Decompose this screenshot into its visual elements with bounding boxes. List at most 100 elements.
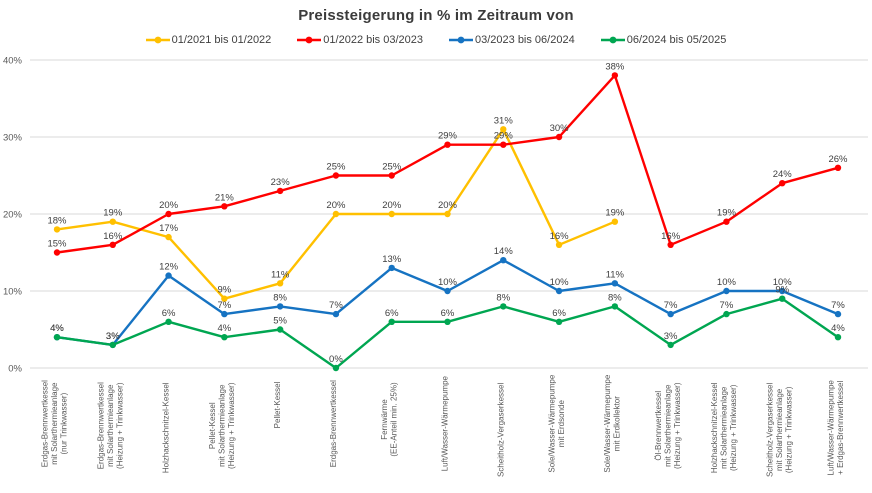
x-axis-category-label: Sole/Wasser-Wärmepumpe xyxy=(547,374,556,473)
data-point-label: 15% xyxy=(47,239,67,250)
data-point[interactable] xyxy=(500,126,507,133)
data-point[interactable] xyxy=(667,241,674,248)
data-point-label: 7% xyxy=(664,300,678,311)
data-point[interactable] xyxy=(165,318,172,325)
data-point-label: 8% xyxy=(608,292,622,303)
x-axis-category-label: Pellet-Kessel xyxy=(273,381,282,428)
y-axis-tick-label: 30% xyxy=(3,133,23,144)
data-point[interactable] xyxy=(555,241,563,248)
x-axis-category-label: Luft/Wasser-Wärmepumpe xyxy=(826,380,835,476)
data-point[interactable] xyxy=(221,203,228,210)
data-point-label: 29% xyxy=(438,131,458,142)
data-point[interactable] xyxy=(779,295,786,302)
legend-item[interactable]: 01/2021 bis 01/2022 xyxy=(145,34,272,46)
data-point[interactable] xyxy=(500,303,507,310)
data-point[interactable] xyxy=(555,287,563,295)
legend-item[interactable]: 06/2024 bis 05/2025 xyxy=(600,34,727,46)
x-axis-category-label: mit Solarthermieanlage xyxy=(719,386,728,469)
x-axis-category-label: Scheitholz-Vergaserkessel xyxy=(766,383,775,477)
data-point[interactable] xyxy=(165,233,172,241)
data-point[interactable] xyxy=(276,280,284,287)
data-point-label: 10% xyxy=(717,277,737,288)
data-point[interactable] xyxy=(332,172,340,179)
data-point[interactable] xyxy=(332,364,340,372)
data-point-label: 7% xyxy=(720,300,734,311)
x-axis-category-label: (EE-Anteil min. 25%) xyxy=(389,382,398,457)
data-point-label: 20% xyxy=(438,200,458,211)
data-point[interactable] xyxy=(276,326,284,333)
data-point-label: 25% xyxy=(382,162,402,173)
data-point[interactable] xyxy=(53,334,61,341)
data-point[interactable] xyxy=(611,218,619,225)
data-point[interactable] xyxy=(332,310,340,318)
data-point-label: 10% xyxy=(773,277,793,288)
data-point[interactable] xyxy=(53,249,61,256)
x-axis-category-label: Luft/Wasser-Wärmepumpe xyxy=(441,375,450,471)
data-point[interactable] xyxy=(611,280,619,287)
data-point[interactable] xyxy=(723,310,730,318)
chart-legend: 01/2021 bis 01/2022 01/2022 bis 03/2023 03… xyxy=(0,34,872,46)
data-point[interactable] xyxy=(834,310,842,318)
data-point[interactable] xyxy=(611,72,619,79)
data-point-label: 7% xyxy=(329,300,343,311)
data-point-label: 10% xyxy=(438,277,458,288)
data-point[interactable] xyxy=(500,257,507,264)
data-point[interactable] xyxy=(388,210,395,218)
data-point[interactable] xyxy=(444,287,451,295)
data-point[interactable] xyxy=(109,241,116,248)
data-point[interactable] xyxy=(221,295,228,302)
data-point[interactable] xyxy=(388,172,395,179)
data-point-label: 8% xyxy=(273,292,287,303)
data-point[interactable] xyxy=(555,133,563,141)
data-point[interactable] xyxy=(388,318,395,325)
data-point-label: 3% xyxy=(106,331,120,342)
data-point[interactable] xyxy=(332,210,340,218)
data-point[interactable] xyxy=(667,310,674,318)
legend-label: 01/2021 bis 01/2022 xyxy=(171,34,272,46)
x-axis-category-label: mit Solarthermieanlage xyxy=(775,388,784,471)
data-point-label: 30% xyxy=(550,123,570,134)
data-point[interactable] xyxy=(444,318,451,325)
data-point[interactable] xyxy=(500,141,507,148)
data-point[interactable] xyxy=(611,303,619,310)
data-point[interactable] xyxy=(444,141,451,148)
y-axis-tick-label: 0% xyxy=(8,364,22,375)
data-point[interactable] xyxy=(109,341,116,349)
data-point-label: 20% xyxy=(326,200,346,211)
data-point[interactable] xyxy=(779,180,786,187)
data-point-label: 9% xyxy=(217,285,231,296)
data-point[interactable] xyxy=(444,210,451,218)
legend-item[interactable]: 01/2022 bis 03/2023 xyxy=(297,34,423,46)
x-axis-category-label: Scheitholz-Vergaserkessel xyxy=(496,383,505,477)
x-axis-category-label: mit Solarthermieanlage xyxy=(217,384,226,467)
data-point-label: 12% xyxy=(159,262,179,273)
data-point[interactable] xyxy=(276,187,284,195)
data-point[interactable] xyxy=(165,272,172,279)
data-point[interactable] xyxy=(667,341,674,349)
x-axis-category-label: Pellet-Kessel xyxy=(208,402,217,449)
data-point[interactable] xyxy=(276,303,284,310)
legend-item[interactable]: 03/2023 bis 06/2024 xyxy=(449,34,575,46)
data-point-label: 16% xyxy=(103,231,123,242)
data-point-label: 19% xyxy=(605,208,625,219)
data-point[interactable] xyxy=(388,264,395,272)
data-point[interactable] xyxy=(834,164,842,171)
data-point[interactable] xyxy=(834,334,842,341)
data-point[interactable] xyxy=(723,287,730,295)
legend-label: 06/2024 bis 05/2025 xyxy=(626,34,727,46)
data-point[interactable] xyxy=(779,287,786,295)
x-axis-category-label: Erdgas-Brennwertkessel xyxy=(96,382,105,469)
data-point-label: 38% xyxy=(605,61,625,72)
data-point-label: 19% xyxy=(717,208,737,219)
data-point[interactable] xyxy=(109,218,116,225)
data-point[interactable] xyxy=(555,318,563,325)
data-point-label: 31% xyxy=(494,115,514,126)
chart-title: Preissteigerung in % im Zeitraum von xyxy=(298,7,574,24)
data-point[interactable] xyxy=(221,310,228,318)
data-point[interactable] xyxy=(165,210,172,218)
data-point[interactable] xyxy=(723,218,730,225)
data-point[interactable] xyxy=(53,226,61,233)
x-axis-category-label: (Heizung + Trinkwasser) xyxy=(785,386,794,473)
data-point[interactable] xyxy=(221,334,228,341)
